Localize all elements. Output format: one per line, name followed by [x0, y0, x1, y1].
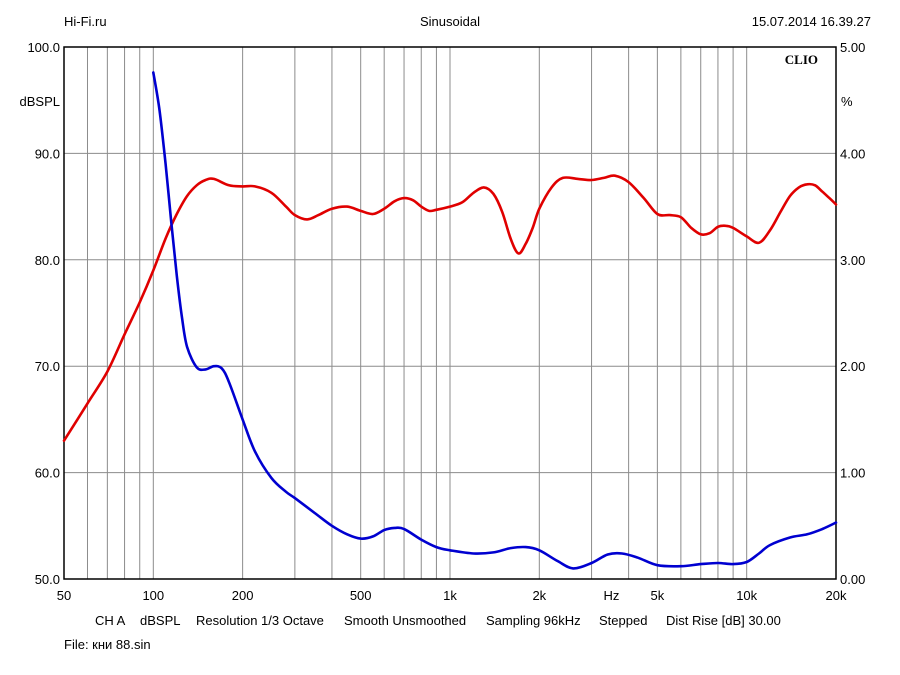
y-left-tick-label: 100.0: [27, 40, 60, 55]
x-tick-label: Hz: [603, 588, 619, 603]
y-right-tick-label: 2.00: [840, 359, 865, 374]
y-right-tick-label: 5.00: [840, 40, 865, 55]
x-tick-label: 200: [232, 588, 254, 603]
setting-item: Smooth Unsmoothed: [344, 613, 467, 628]
x-tick-label: 500: [350, 588, 372, 603]
plot-frame: [63, 46, 837, 580]
header-timestamp: 15.07.2014 16.39.27: [751, 14, 871, 29]
setting-item: dBSPL: [140, 613, 181, 628]
y-right-tick-label: 3.00: [840, 253, 865, 268]
x-tick-label: 5k: [651, 588, 665, 603]
y-right-tick-label: 4.00: [840, 146, 865, 161]
x-tick-label: 20k: [826, 588, 847, 603]
setting-item: CH A: [95, 613, 126, 628]
y-left-tick-label: 90.0: [35, 146, 60, 161]
y-left-tick-label: 60.0: [35, 466, 60, 481]
header-measurement-type: Sinusoidal: [420, 14, 480, 29]
spl-curve: [62, 174, 838, 442]
y-right-tick-label: 0.00: [840, 572, 865, 587]
distortion-curve: [152, 71, 838, 570]
setting-item: Sampling 96kHz: [486, 613, 581, 628]
y-left-tick-label: 80.0: [35, 253, 60, 268]
y-left-tick-label: 50.0: [35, 572, 60, 587]
y-right-unit: %: [841, 94, 853, 109]
y-left-unit: dBSPL: [20, 94, 60, 109]
brand-label: CLIO: [785, 52, 818, 67]
y-right-tick-label: 1.00: [840, 466, 865, 481]
x-tick-label: 10k: [736, 588, 757, 603]
file-name: File: кни 88.sin: [64, 637, 151, 652]
setting-item: Resolution 1/3 Octave: [196, 613, 324, 628]
setting-item: Stepped: [599, 613, 648, 628]
setting-item: Dist Rise [dB] 30.00: [666, 613, 781, 628]
x-tick-label: 50: [57, 588, 71, 603]
x-tick-label: 2k: [532, 588, 546, 603]
x-tick-label: 100: [142, 588, 164, 603]
x-tick-label: 1k: [443, 588, 457, 603]
header-source: Hi-Fi.ru: [64, 14, 107, 29]
y-left-tick-label: 70.0: [35, 359, 60, 374]
